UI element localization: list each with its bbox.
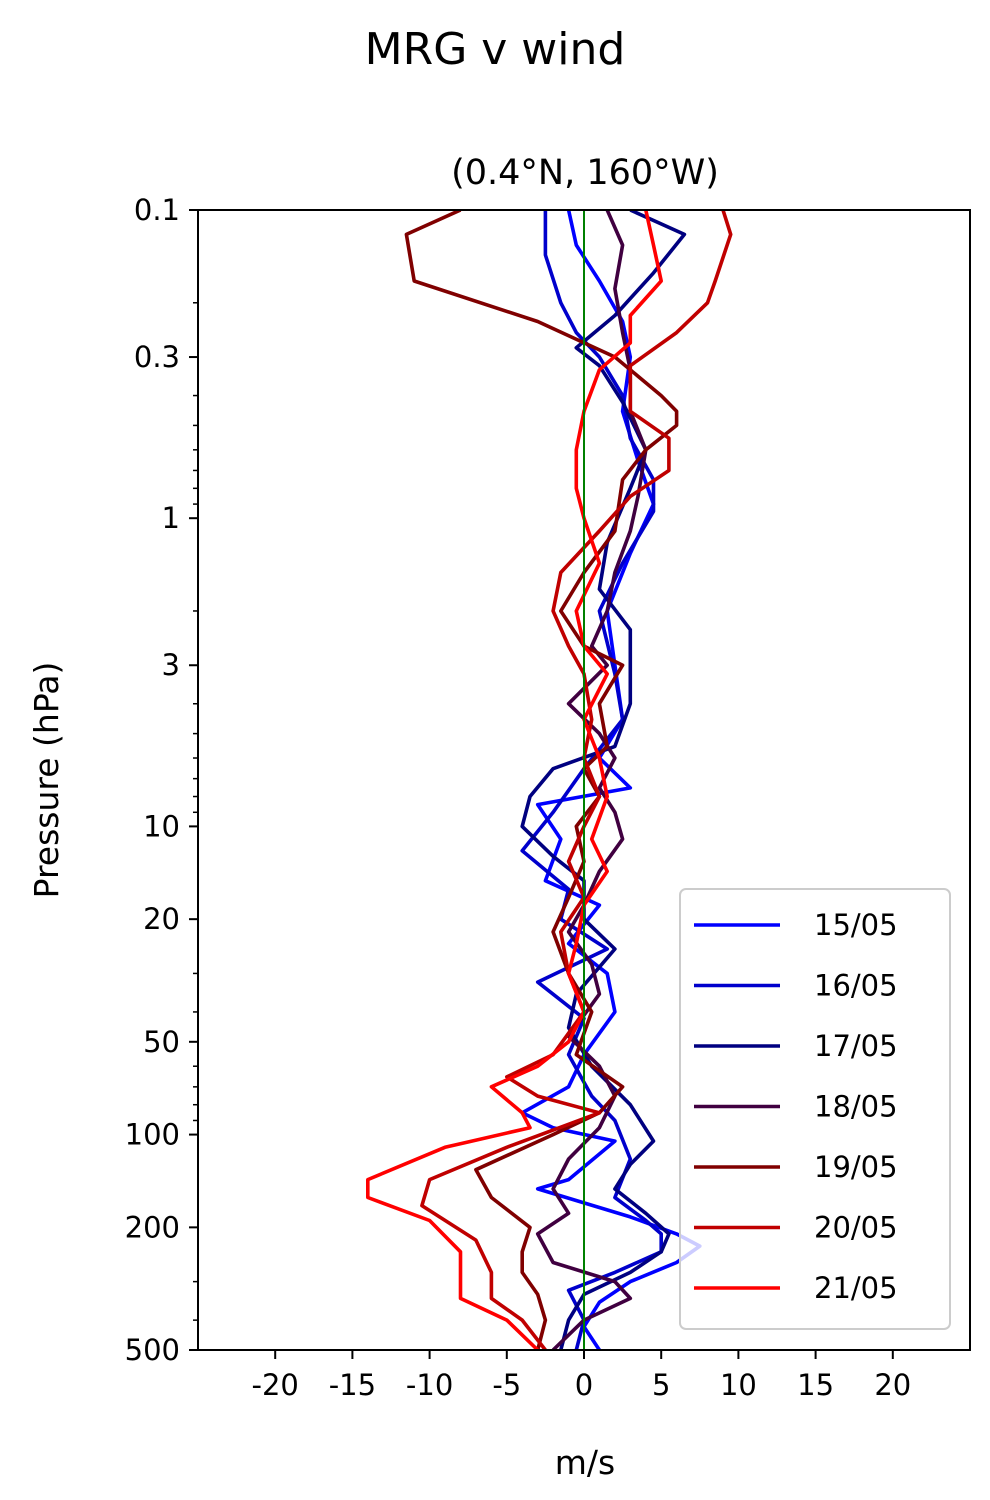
legend-box: [679, 888, 951, 1330]
y-tick-label: 500: [125, 1333, 180, 1367]
plot-area: [197, 209, 971, 1351]
legend-label: 20/05: [814, 1211, 898, 1245]
x-tick-label: -20: [252, 1368, 299, 1402]
y-tick-label: 100: [125, 1118, 180, 1152]
y-tick-label: 20: [143, 902, 180, 936]
x-tick-label: -10: [406, 1368, 453, 1402]
y-tick-label: 0.3: [134, 340, 180, 374]
x-axis-label: m/s: [555, 1443, 615, 1482]
x-tick-label: 20: [874, 1368, 911, 1402]
y-tick-label: 1: [162, 501, 180, 535]
legend-label: 21/05: [814, 1271, 898, 1305]
series-line-17-05: [520, 210, 687, 1350]
legend-label: 16/05: [814, 969, 898, 1003]
y-tick-label: 3: [162, 648, 180, 682]
legend: 15/05 16/05 17/05 18/05 19/05 20/05 21/05: [679, 888, 951, 1330]
legend-label: 18/05: [814, 1090, 898, 1124]
series-line-21-05: [366, 210, 663, 1350]
x-tick-label: 10: [720, 1368, 757, 1402]
x-axis: -20 -15 -10 -5 0 5 10 15 20: [252, 1350, 911, 1402]
series-line-20-05: [420, 210, 733, 1350]
x-tick-label: 0: [575, 1368, 593, 1402]
y-tick-label: 50: [143, 1025, 180, 1059]
legend-label: 19/05: [814, 1150, 898, 1184]
legend-label: 15/05: [814, 908, 898, 942]
plot-title: (0.4°N, 160°W): [451, 153, 719, 193]
figure-suptitle: MRG v wind: [364, 24, 626, 75]
x-tick-label: -5: [492, 1368, 521, 1402]
y-axis: 0.1 0.3 1 3 10 20 50 100 200 500: [125, 193, 198, 1367]
y-tick-label: 10: [143, 809, 180, 843]
x-tick-label: 5: [652, 1368, 670, 1402]
x-tick-label: -15: [329, 1368, 376, 1402]
y-tick-label: 0.1: [134, 193, 180, 227]
x-tick-label: 15: [797, 1368, 834, 1402]
y-axis-label: Pressure (hPa): [27, 662, 66, 899]
legend-label: 17/05: [814, 1029, 898, 1063]
y-tick-label: 200: [125, 1210, 180, 1244]
